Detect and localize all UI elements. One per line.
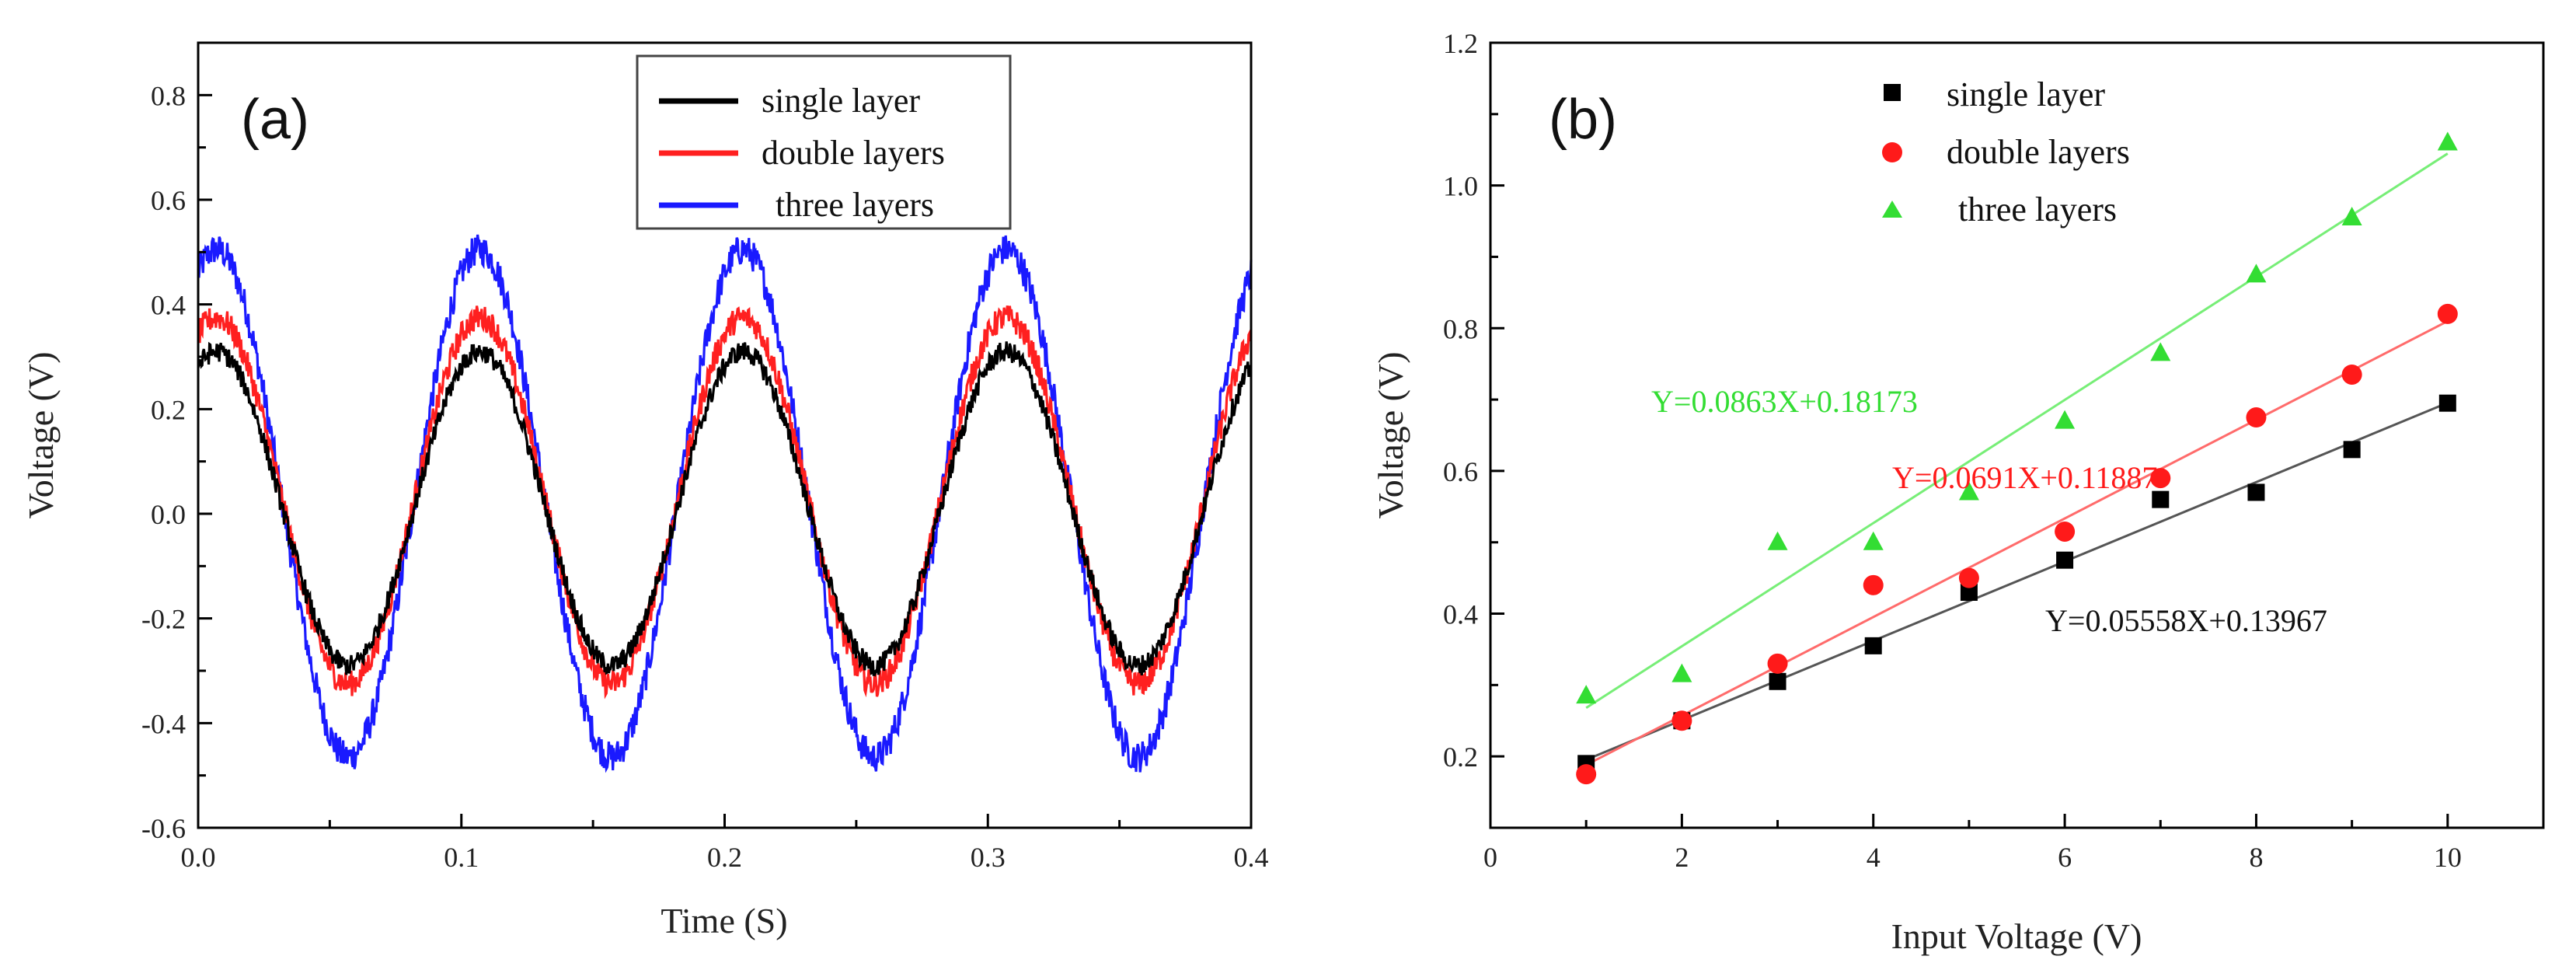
panel-a-ylabel: Voltage (V) bbox=[21, 351, 61, 518]
fit-label-three-layers: Y=0.0863X+0.18173 bbox=[1651, 384, 1918, 419]
a-ytick-label: -0.6 bbox=[141, 813, 186, 844]
point-double-layers bbox=[1767, 653, 1788, 674]
point-double-layers bbox=[1863, 574, 1884, 595]
point-double-layers bbox=[2341, 364, 2362, 385]
point-double-layers bbox=[2246, 407, 2267, 428]
b-ytick-label: 1.2 bbox=[1443, 28, 1478, 59]
panel-a-ticks: -0.6 -0.4 -0.2 0.0 0.2 0.4 0.6 0.8 0.0 0.1 0.2 0.3 0… bbox=[141, 80, 1269, 873]
point-double-layers bbox=[2055, 521, 2076, 542]
panel-b-plot-frame bbox=[1489, 41, 2545, 829]
b-xtick-label: 6 bbox=[2058, 842, 2072, 873]
panel-b-chart: 0.2 0.4 0.6 0.8 1.0 1.2 0 2 4 6 8 10 (b) Input Volt… bbox=[1371, 28, 2545, 956]
b-xtick-label: 0 bbox=[1483, 842, 1497, 873]
b-ytick-label: 1.0 bbox=[1443, 171, 1478, 202]
b-xtick-label: 4 bbox=[1867, 842, 1881, 873]
panel-b-label: (b) bbox=[1549, 89, 1617, 151]
point-single-layer bbox=[2152, 490, 2170, 508]
b-ytick-label: 0.6 bbox=[1443, 456, 1478, 487]
series-line-single-layer bbox=[197, 341, 1252, 678]
panel-b-xlabel: Input Voltage (V) bbox=[1891, 916, 2142, 956]
a-ytick-label: 0.2 bbox=[151, 394, 186, 425]
b-xtick-label: 8 bbox=[2249, 842, 2263, 873]
legend-label-double-layers-b: double layers bbox=[1947, 133, 2130, 171]
legend-label-three-layers: three layers bbox=[776, 186, 934, 224]
b-ytick-label: 0.2 bbox=[1443, 741, 1478, 773]
panel-b-ylabel: Voltage (V) bbox=[1371, 351, 1410, 518]
point-three-layers bbox=[2246, 263, 2267, 283]
a-ytick-label: 0.4 bbox=[151, 290, 186, 321]
legend-marker-single-layer bbox=[1884, 84, 1901, 101]
a-xtick-label: 0.1 bbox=[444, 842, 479, 873]
a-ytick-label: 0.0 bbox=[151, 499, 186, 530]
a-xtick-label: 0.3 bbox=[971, 842, 1006, 873]
point-double-layers bbox=[1671, 710, 1692, 731]
fit-line-double-layers bbox=[1585, 319, 2449, 766]
point-single-layer bbox=[1960, 584, 1978, 601]
b-xtick-label: 10 bbox=[2434, 842, 2462, 873]
panel-b-fit-lines bbox=[1585, 152, 2449, 766]
a-ytick-label: -0.4 bbox=[141, 708, 186, 739]
point-three-layers bbox=[2341, 206, 2362, 225]
b-ytick-label: 0.4 bbox=[1443, 599, 1478, 630]
point-three-layers bbox=[1576, 685, 1597, 704]
point-double-layers bbox=[1958, 567, 1979, 588]
panel-b-ticks: 0.2 0.4 0.6 0.8 1.0 1.2 0 2 4 6 8 10 bbox=[1443, 28, 2462, 873]
legend-label-three-layers-b: three layers bbox=[1958, 190, 2117, 229]
point-single-layer bbox=[2343, 441, 2361, 459]
point-three-layers bbox=[1958, 481, 1979, 501]
legend-marker-three-layers bbox=[1882, 201, 1902, 218]
point-three-layers bbox=[1863, 531, 1884, 550]
point-double-layers bbox=[1576, 764, 1597, 785]
point-double-layers bbox=[2150, 468, 2171, 489]
panel-b-legend: single layer double layers three layers bbox=[1882, 75, 2130, 229]
point-double-layers bbox=[2437, 303, 2458, 324]
legend-label-double-layers: double layers bbox=[762, 134, 945, 172]
legend-label-single-layer-b: single layer bbox=[1947, 75, 2105, 113]
a-xtick-label: 0.2 bbox=[707, 842, 742, 873]
panel-a-series-group bbox=[197, 234, 1253, 773]
point-single-layer bbox=[2247, 483, 2265, 501]
point-three-layers bbox=[2437, 131, 2458, 151]
fit-line-three-layers bbox=[1585, 152, 2449, 709]
legend-marker-double-layers bbox=[1882, 142, 1902, 162]
fit-label-single-layer: Y=0.05558X+0.13967 bbox=[2045, 603, 2327, 638]
point-single-layer bbox=[2438, 394, 2456, 412]
point-single-layer bbox=[2056, 551, 2074, 569]
point-three-layers bbox=[2055, 410, 2076, 429]
panel-a-chart: -0.6 -0.4 -0.2 0.0 0.2 0.4 0.6 0.8 0.0 0.1 0.2 0.3 0… bbox=[21, 41, 1269, 940]
point-three-layers bbox=[1671, 663, 1692, 682]
panel-a-legend: single layer double layers three layers bbox=[636, 54, 1012, 230]
fit-label-double-layers: Y=0.0691X+0.11887 bbox=[1892, 460, 2157, 495]
point-three-layers bbox=[1767, 531, 1788, 550]
legend-label-single-layer: single layer bbox=[762, 82, 920, 120]
a-xtick-label: 0.4 bbox=[1234, 842, 1269, 873]
b-xtick-label: 2 bbox=[1675, 842, 1689, 873]
point-single-layer bbox=[1864, 637, 1882, 654]
a-ytick-label: 0.6 bbox=[151, 185, 186, 216]
b-ytick-label: 0.8 bbox=[1443, 313, 1478, 344]
a-xtick-label: 0.0 bbox=[181, 842, 216, 873]
panel-b-points bbox=[1576, 131, 2458, 785]
a-ytick-label: 0.8 bbox=[151, 80, 186, 111]
point-single-layer bbox=[1769, 672, 1786, 690]
series-line-double-layers bbox=[197, 305, 1253, 700]
a-ytick-label: -0.2 bbox=[141, 604, 186, 635]
panel-a-legend-box bbox=[636, 54, 1012, 230]
panel-a-xlabel: Time (S) bbox=[661, 901, 787, 940]
point-three-layers bbox=[2150, 342, 2171, 361]
fit-line-single-layer bbox=[1585, 401, 2449, 761]
panel-a-label: (a) bbox=[241, 89, 309, 151]
